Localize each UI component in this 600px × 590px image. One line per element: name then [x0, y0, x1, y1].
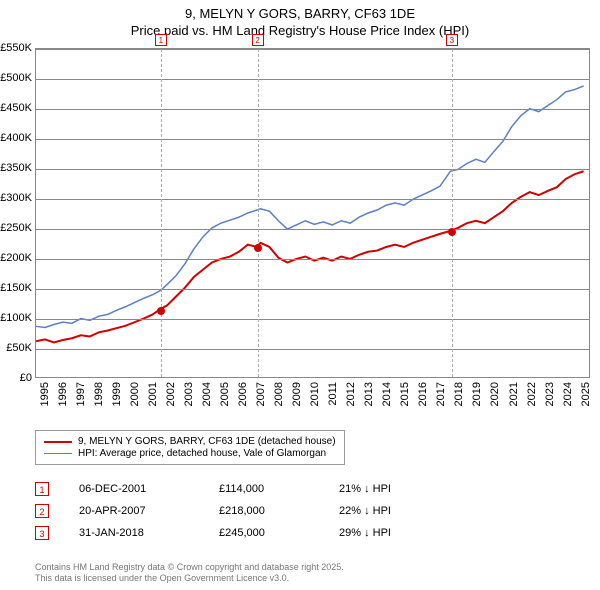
marker-number-box: 2 [252, 34, 264, 46]
x-axis-label: 2002 [165, 382, 177, 406]
x-axis-label: 2014 [381, 382, 393, 406]
gridline-h [36, 289, 589, 290]
x-axis-label: 2012 [345, 382, 357, 406]
x-axis-label: 2017 [435, 382, 447, 406]
legend-label-1: 9, MELYN Y GORS, BARRY, CF63 1DE (detach… [78, 436, 336, 447]
marker-dot [254, 244, 262, 252]
info-marker-box: 2 [35, 504, 49, 518]
marker-info-row: 1 06-DEC-2001 £114,000 21% ↓ HPI [35, 478, 439, 500]
x-axis-label: 1998 [93, 382, 105, 406]
marker-dashed-line [452, 49, 453, 377]
y-axis-label: £550K [0, 42, 32, 54]
info-pct: 22% ↓ HPI [339, 505, 439, 517]
info-price: £218,000 [219, 505, 309, 517]
x-axis-label: 2000 [129, 382, 141, 406]
x-axis-label: 2013 [363, 382, 375, 406]
y-axis-label: £250K [0, 222, 32, 234]
plot-area: 123 [35, 48, 590, 378]
x-axis-label: 2001 [147, 382, 159, 406]
y-axis-label: £350K [0, 162, 32, 174]
x-axis-label: 2007 [255, 382, 267, 406]
marker-dashed-line [258, 49, 259, 377]
gridline-h [36, 139, 589, 140]
x-axis-label: 2006 [237, 382, 249, 406]
x-axis-label: 2016 [417, 382, 429, 406]
x-axis-label: 1995 [39, 382, 51, 406]
x-axis-label: 1997 [75, 382, 87, 406]
y-axis-label: £50K [6, 342, 32, 354]
info-date: 31-JAN-2018 [79, 527, 189, 539]
gridline-h [36, 229, 589, 230]
x-axis-label: 2022 [526, 382, 538, 406]
x-axis-label: 2024 [562, 382, 574, 406]
x-axis-label: 2020 [489, 382, 501, 406]
info-price: £245,000 [219, 527, 309, 539]
marker-dot [448, 228, 456, 236]
gridline-h [36, 259, 589, 260]
x-axis-label: 2015 [399, 382, 411, 406]
legend-row-2: HPI: Average price, detached house, Vale… [44, 448, 336, 459]
y-axis-label: £150K [0, 282, 32, 294]
y-axis-label: £0 [20, 372, 32, 384]
x-axis-label: 1999 [111, 382, 123, 406]
chart-area: 123 £0£50K£100K£150K£200K£250K£300K£350K… [35, 48, 590, 400]
x-axis-label: 2004 [201, 382, 213, 406]
x-axis-label: 1996 [57, 382, 69, 406]
y-axis-label: £300K [0, 192, 32, 204]
title-line-2: Price paid vs. HM Land Registry's House … [0, 23, 600, 40]
info-date: 06-DEC-2001 [79, 483, 189, 495]
info-date: 20-APR-2007 [79, 505, 189, 517]
marker-number-box: 1 [155, 34, 167, 46]
y-axis-label: £100K [0, 312, 32, 324]
x-axis-label: 2011 [327, 382, 339, 406]
footer: Contains HM Land Registry data © Crown c… [35, 562, 344, 584]
x-axis-label: 2009 [291, 382, 303, 406]
legend-label-2: HPI: Average price, detached house, Vale… [78, 448, 326, 459]
legend-swatch-2 [44, 453, 72, 454]
gridline-h [36, 49, 589, 50]
info-marker-box: 3 [35, 526, 49, 540]
x-axis-label: 2005 [219, 382, 231, 406]
marker-number-box: 3 [446, 34, 458, 46]
gridline-h [36, 79, 589, 80]
marker-info-table: 1 06-DEC-2001 £114,000 21% ↓ HPI 2 20-APR-200… [35, 478, 439, 544]
gridline-h [36, 169, 589, 170]
footer-line-1: Contains HM Land Registry data © Crown c… [35, 562, 344, 573]
series-svg [36, 49, 589, 377]
x-axis-label: 2003 [183, 382, 195, 406]
info-marker-box: 1 [35, 482, 49, 496]
x-axis-label: 2018 [453, 382, 465, 406]
x-axis-label: 2008 [273, 382, 285, 406]
series-line-0 [36, 171, 584, 342]
y-axis-label: £450K [0, 102, 32, 114]
x-axis-label: 2021 [508, 382, 520, 406]
info-pct: 21% ↓ HPI [339, 483, 439, 495]
marker-dashed-line [161, 49, 162, 377]
info-price: £114,000 [219, 483, 309, 495]
gridline-h [36, 109, 589, 110]
x-axis-label: 2023 [544, 382, 556, 406]
chart-title: 9, MELYN Y GORS, BARRY, CF63 1DE Price p… [0, 0, 600, 40]
x-axis-label: 2010 [309, 382, 321, 406]
footer-line-2: This data is licensed under the Open Gov… [35, 573, 344, 584]
legend: 9, MELYN Y GORS, BARRY, CF63 1DE (detach… [35, 430, 345, 465]
marker-info-row: 3 31-JAN-2018 £245,000 29% ↓ HPI [35, 522, 439, 544]
series-line-1 [36, 86, 584, 328]
x-axis-label: 2019 [471, 382, 483, 406]
title-line-1: 9, MELYN Y GORS, BARRY, CF63 1DE [0, 6, 600, 23]
y-axis-label: £200K [0, 252, 32, 264]
gridline-h [36, 199, 589, 200]
marker-dot [157, 307, 165, 315]
gridline-h [36, 319, 589, 320]
gridline-h [36, 349, 589, 350]
x-axis-label: 2025 [580, 382, 592, 406]
legend-row-1: 9, MELYN Y GORS, BARRY, CF63 1DE (detach… [44, 436, 336, 447]
info-pct: 29% ↓ HPI [339, 527, 439, 539]
marker-info-row: 2 20-APR-2007 £218,000 22% ↓ HPI [35, 500, 439, 522]
y-axis-label: £500K [0, 72, 32, 84]
legend-swatch-1 [44, 441, 72, 443]
y-axis-label: £400K [0, 132, 32, 144]
